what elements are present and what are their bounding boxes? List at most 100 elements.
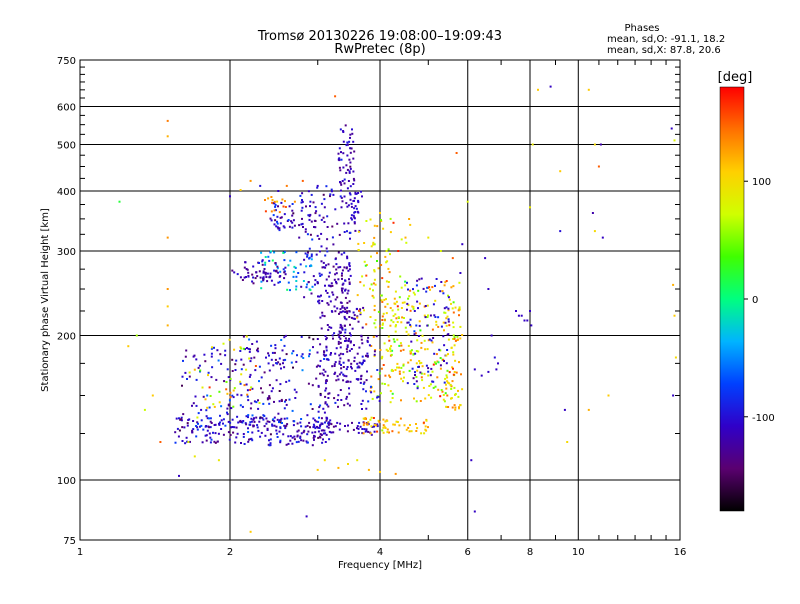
data-point [365,407,368,410]
data-point [314,279,317,282]
data-point [241,405,244,408]
data-point [257,399,259,402]
data-point [344,311,347,313]
data-point [275,425,278,428]
data-point [317,385,320,388]
data-point [347,222,350,225]
data-point [263,371,266,374]
data-point [281,422,283,424]
data-point [325,278,328,281]
data-point [377,267,380,270]
data-point [406,302,409,305]
data-point [204,360,207,363]
data-point [296,422,299,425]
data-point [373,309,376,312]
data-point [291,352,294,355]
data-point [441,290,444,293]
data-point [309,426,311,429]
data-point [338,354,341,357]
data-point [215,378,218,381]
data-point [370,375,373,378]
data-point [271,199,274,201]
data-point [322,193,325,196]
data-point [325,379,328,381]
data-point [315,210,318,213]
data-point [394,330,397,333]
data-point [192,402,195,405]
data-point [373,430,376,433]
data-point [354,229,357,232]
data-point [319,275,322,277]
data-point [239,382,242,385]
data-point [446,333,449,336]
data-point [227,420,230,423]
data-point [271,423,274,426]
data-point [252,265,255,268]
data-point [365,417,367,420]
data-point [454,408,457,411]
data-point [289,289,291,292]
data-point [293,420,296,423]
data-point [346,310,348,313]
data-point [385,348,388,351]
data-point [219,421,221,424]
data-point [245,383,248,386]
data-point [418,278,421,281]
data-point [422,287,425,290]
data-point [316,234,319,237]
data-point [453,344,456,347]
data-point [382,426,385,429]
data-point [159,441,162,443]
data-point [349,198,352,201]
data-point [427,394,430,397]
data-point [253,400,256,403]
data-point [348,300,351,303]
data-point [340,371,343,374]
data-point [517,314,520,317]
data-point [300,223,303,226]
data-point [339,169,342,172]
data-point [386,419,389,422]
data-point [270,279,273,282]
data-point [353,222,356,225]
data-point [392,423,395,426]
data-point [201,441,204,444]
data-point [258,420,261,423]
data-point [341,306,344,309]
data-point [291,221,294,224]
data-point [587,88,590,91]
data-point [410,351,412,354]
data-point [402,364,405,367]
data-point [295,441,298,444]
data-point [415,430,418,432]
data-point [300,335,303,338]
data-point [348,310,351,313]
data-point [327,397,330,399]
data-point [360,403,363,405]
data-point [376,369,379,371]
data-point [427,426,429,429]
data-point [331,225,334,228]
data-point [357,378,360,381]
data-point [320,232,323,235]
data-point [325,433,328,436]
data-point [404,236,407,239]
data-point [394,290,397,293]
data-point [452,337,454,340]
data-point [284,200,286,203]
data-point [352,140,355,143]
data-point [328,326,331,329]
data-point [347,143,349,146]
data-point [234,369,237,371]
data-point [424,316,427,319]
data-point [357,199,360,202]
data-point [348,140,351,143]
data-point [300,432,303,435]
data-point [373,269,376,272]
data-point [268,439,270,442]
data-point [272,364,275,367]
data-point [453,371,456,373]
data-point [414,374,416,376]
data-point [275,225,278,228]
data-point [443,329,445,332]
